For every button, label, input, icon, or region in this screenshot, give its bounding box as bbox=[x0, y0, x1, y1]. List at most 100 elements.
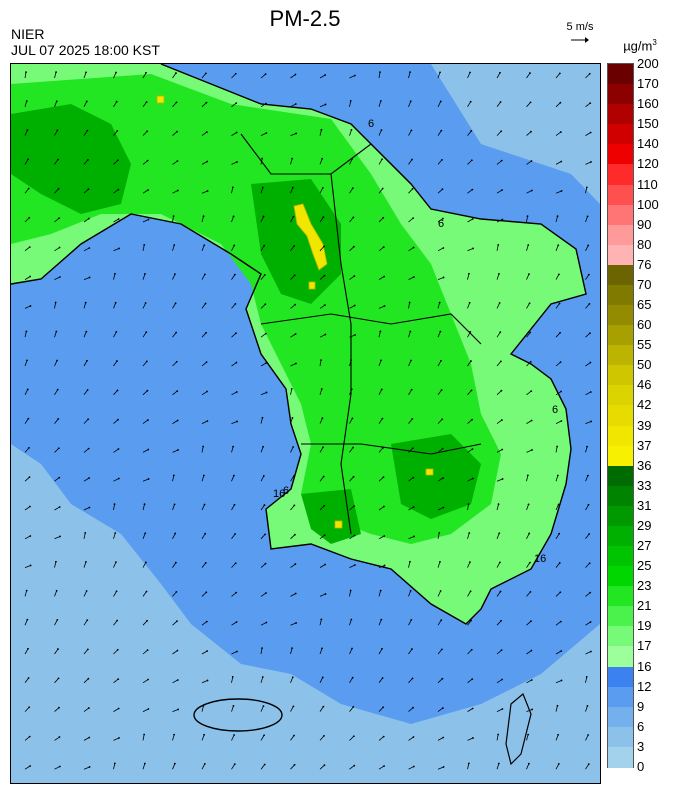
wind-vector-head bbox=[412, 706, 414, 709]
wind-vector-head bbox=[56, 388, 59, 391]
wind-vector-head bbox=[145, 331, 148, 334]
wind-vector bbox=[408, 736, 414, 741]
wind-vector bbox=[378, 100, 382, 107]
wind-vector-head bbox=[350, 359, 352, 362]
map-title: PM-2.5 bbox=[269, 6, 341, 31]
wind-vector bbox=[319, 735, 325, 741]
wind-vector-head bbox=[529, 72, 531, 74]
wind-vector bbox=[231, 132, 237, 136]
wind-vector bbox=[54, 648, 59, 655]
wind-vector-head bbox=[146, 419, 149, 421]
wind-vector-head bbox=[528, 561, 531, 564]
wind-vector bbox=[496, 219, 503, 223]
wind-vector-head bbox=[233, 763, 236, 766]
wind-vector bbox=[172, 449, 179, 453]
wind-vector bbox=[408, 217, 414, 223]
wind-vector-head bbox=[202, 445, 205, 448]
wind-vector-head bbox=[87, 158, 89, 161]
wind-vector bbox=[172, 679, 178, 684]
wind-vector bbox=[585, 621, 591, 626]
wind-vector bbox=[83, 389, 88, 396]
wind-vector bbox=[260, 648, 263, 655]
wind-vector bbox=[24, 159, 29, 165]
wind-vector-head bbox=[28, 216, 31, 219]
wind-vector bbox=[555, 361, 561, 367]
wind-vector bbox=[142, 273, 146, 280]
wind-vector-head bbox=[531, 708, 534, 711]
map-panel[interactable]: 6 6 6 16 16 6 bbox=[10, 63, 601, 784]
wind-vector bbox=[408, 101, 412, 107]
wind-vector bbox=[83, 649, 89, 655]
wind-vector-head bbox=[176, 130, 178, 133]
wind-vector bbox=[349, 187, 354, 194]
wind-vector bbox=[496, 131, 502, 136]
wind-vector-head bbox=[500, 419, 503, 421]
wind-vector-head bbox=[55, 589, 58, 592]
colorbar-tick-label: 120 bbox=[637, 156, 659, 172]
wind-vector-head bbox=[499, 561, 501, 564]
wind-vector bbox=[555, 161, 562, 165]
wind-vector bbox=[113, 72, 117, 79]
colorbar-cell bbox=[608, 64, 633, 85]
wind-vector-head bbox=[409, 589, 412, 592]
wind-vector bbox=[172, 650, 178, 655]
wind-vector-head bbox=[55, 560, 57, 563]
wind-vector bbox=[585, 563, 590, 568]
wind-vector-head bbox=[379, 589, 382, 592]
wind-vector bbox=[467, 649, 473, 655]
wind-vector bbox=[290, 245, 295, 252]
wind-vector bbox=[231, 734, 235, 741]
wind-vector bbox=[142, 361, 148, 367]
colorbar-tick-label: 160 bbox=[637, 96, 659, 112]
wind-vector bbox=[437, 561, 441, 568]
colorbar-cell bbox=[608, 726, 633, 748]
wind-vector-head bbox=[115, 100, 118, 103]
wind-vector-head bbox=[290, 388, 293, 390]
wind-vector-head bbox=[57, 648, 59, 650]
wind-vector bbox=[319, 388, 323, 395]
wind-vector-head bbox=[147, 708, 150, 710]
wind-vector-head bbox=[174, 532, 177, 535]
wind-vector-head bbox=[412, 736, 415, 738]
wind-vector bbox=[319, 764, 325, 770]
wind-vector bbox=[378, 677, 383, 684]
wind-vector-head bbox=[175, 360, 178, 363]
wind-vector-head bbox=[58, 765, 61, 768]
wind-vector-head bbox=[236, 420, 239, 423]
wind-vector bbox=[113, 561, 117, 568]
wind-vector bbox=[496, 331, 501, 338]
wind-vector-head bbox=[381, 158, 383, 161]
wind-vector bbox=[378, 447, 384, 453]
wind-vector bbox=[231, 533, 236, 540]
wind-vector-head bbox=[58, 217, 60, 220]
wind-vector bbox=[555, 420, 562, 424]
wind-vector-head bbox=[501, 708, 504, 710]
wind-vector bbox=[437, 331, 441, 338]
wind-vector-head bbox=[530, 679, 533, 681]
wind-vector bbox=[172, 332, 177, 338]
wind-vector bbox=[113, 360, 118, 367]
wind-vector-head bbox=[499, 590, 502, 593]
wind-vector-head bbox=[530, 130, 532, 133]
wind-vector-head bbox=[527, 244, 530, 246]
wind-vector bbox=[408, 302, 411, 309]
wind-vector bbox=[319, 275, 325, 280]
wind-vector bbox=[378, 418, 383, 424]
agency-label: NIER bbox=[11, 26, 45, 42]
wind-vector-head bbox=[291, 417, 294, 419]
wind-vector-head bbox=[528, 273, 530, 276]
wind-vector bbox=[319, 304, 326, 309]
wind-vector bbox=[290, 304, 296, 309]
wind-vector-head bbox=[470, 389, 473, 392]
wind-vector bbox=[142, 708, 149, 712]
wind-vector-head bbox=[380, 618, 383, 621]
wind-vector-head bbox=[294, 303, 297, 306]
wind-vector-head bbox=[556, 474, 559, 477]
wind-vector-head bbox=[116, 619, 119, 622]
wind-vector bbox=[555, 245, 559, 251]
wind-vector-head bbox=[204, 302, 207, 305]
wind-vector bbox=[142, 131, 148, 136]
wind-vector bbox=[408, 590, 412, 597]
wind-vector bbox=[83, 766, 90, 770]
wind-vector-head bbox=[440, 389, 443, 391]
